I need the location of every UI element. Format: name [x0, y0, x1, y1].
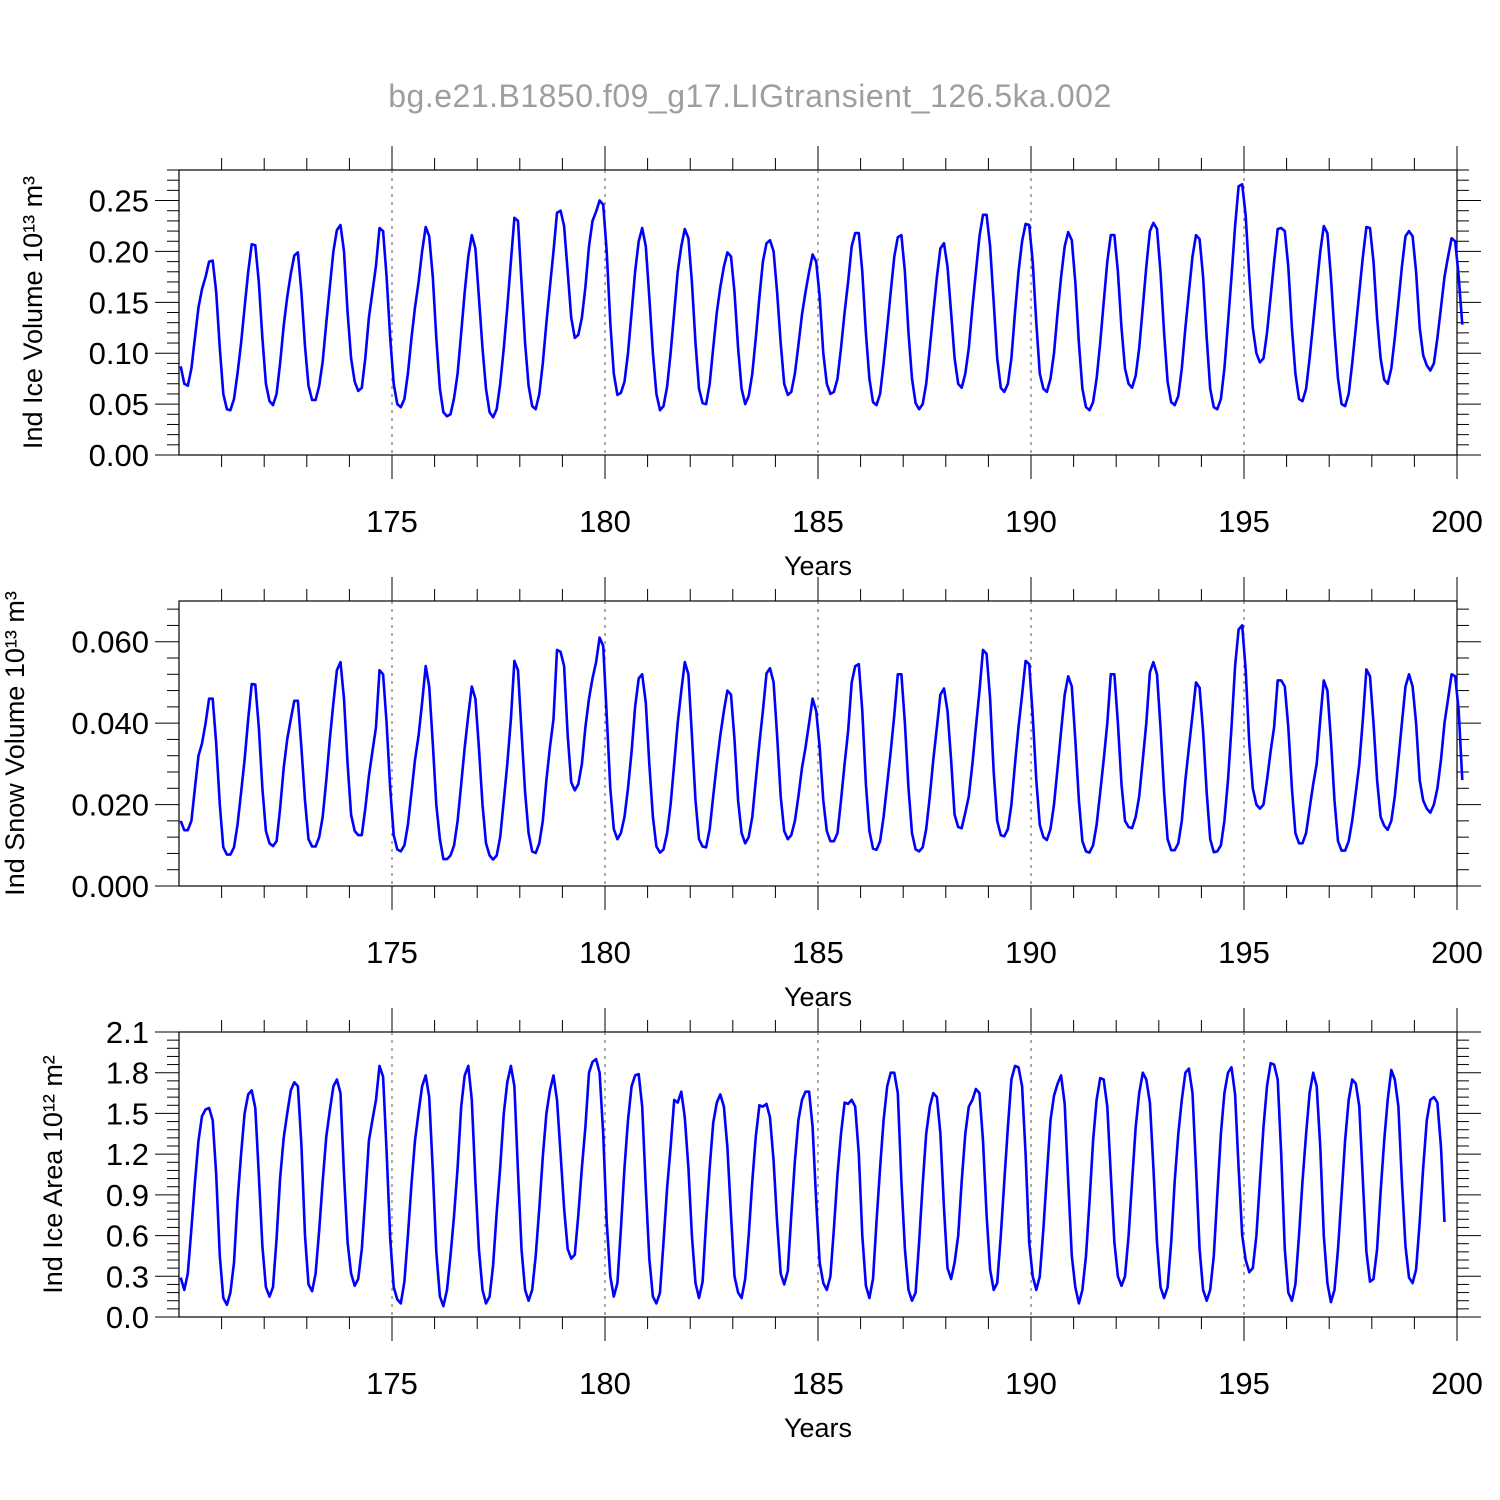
- x-tick-label: 180: [579, 1366, 631, 1401]
- x-tick-label: 185: [792, 935, 844, 970]
- x-tick-label: 185: [792, 504, 844, 539]
- x-tick-label: 190: [1005, 1366, 1057, 1401]
- plot-panel-1: 175 180 185 190 195 200 0.00 0.05 0.10 0.15 0.20 0.…: [18, 146, 1483, 581]
- x-tick-label: 185: [792, 1366, 844, 1401]
- y-tick-label: 0.25: [89, 184, 149, 219]
- x-tick-label: 200: [1431, 935, 1483, 970]
- y-tick-label: 2.1: [106, 1015, 149, 1050]
- x-tick-label: 180: [579, 504, 631, 539]
- y-tick-label: 0.10: [89, 336, 149, 371]
- data-series-line: [179, 183, 1464, 419]
- y-tick-label: 0.000: [71, 869, 149, 904]
- x-tick-label: 200: [1431, 504, 1483, 539]
- x-axis-title: Years: [784, 1413, 852, 1443]
- y-tick-label: 0.15: [89, 285, 149, 320]
- x-tick-label: 195: [1218, 504, 1270, 539]
- plot-panel-3: 175 180 185 190 195 200 0.0 0.3 0.6 0.9 1.2 1.5 1.8 2…: [38, 1008, 1483, 1443]
- y-tick-label: 0.3: [106, 1259, 149, 1294]
- y-tick-label: 0.0: [106, 1300, 149, 1335]
- x-axis-title: Years: [784, 982, 852, 1012]
- data-series-line: [179, 624, 1464, 861]
- x-tick-label: 195: [1218, 1366, 1270, 1401]
- y-tick-label: 0.060: [71, 625, 149, 660]
- y-tick-label: 1.2: [106, 1137, 149, 1172]
- y-tick-label: 0.9: [106, 1178, 149, 1213]
- y-tick-label: 1.5: [106, 1096, 149, 1131]
- x-tick-label: 190: [1005, 504, 1057, 539]
- chart-title: bg.e21.B1850.f09_g17.LIGtransient_126.5k…: [388, 78, 1112, 114]
- data-series-line: [179, 1057, 1446, 1308]
- y-tick-label: 0.20: [89, 234, 149, 269]
- x-tick-label: 200: [1431, 1366, 1483, 1401]
- plot-panel-2: 175 180 185 190 195 200 0.000 0.020 0.040 0.060 Ye…: [0, 577, 1483, 1012]
- y-axis-title: Ind Snow Volume 10¹³ m³: [0, 591, 30, 896]
- x-tick-label: 195: [1218, 935, 1270, 970]
- y-axis-title: Ind Ice Volume 10¹³ m³: [18, 176, 48, 449]
- x-tick-label: 175: [366, 1366, 418, 1401]
- x-axis-title: Years: [784, 551, 852, 581]
- y-tick-label: 0.6: [106, 1219, 149, 1254]
- y-tick-label: 0.00: [89, 438, 149, 473]
- x-tick-label: 175: [366, 935, 418, 970]
- y-axis-title: Ind Ice Area 10¹² m²: [38, 1055, 68, 1294]
- y-tick-label: 0.020: [71, 788, 149, 823]
- y-tick-label: 0.05: [89, 387, 149, 422]
- x-tick-label: 180: [579, 935, 631, 970]
- y-tick-label: 1.8: [106, 1056, 149, 1091]
- y-tick-label: 0.040: [71, 706, 149, 741]
- x-tick-label: 175: [366, 504, 418, 539]
- x-tick-label: 190: [1005, 935, 1057, 970]
